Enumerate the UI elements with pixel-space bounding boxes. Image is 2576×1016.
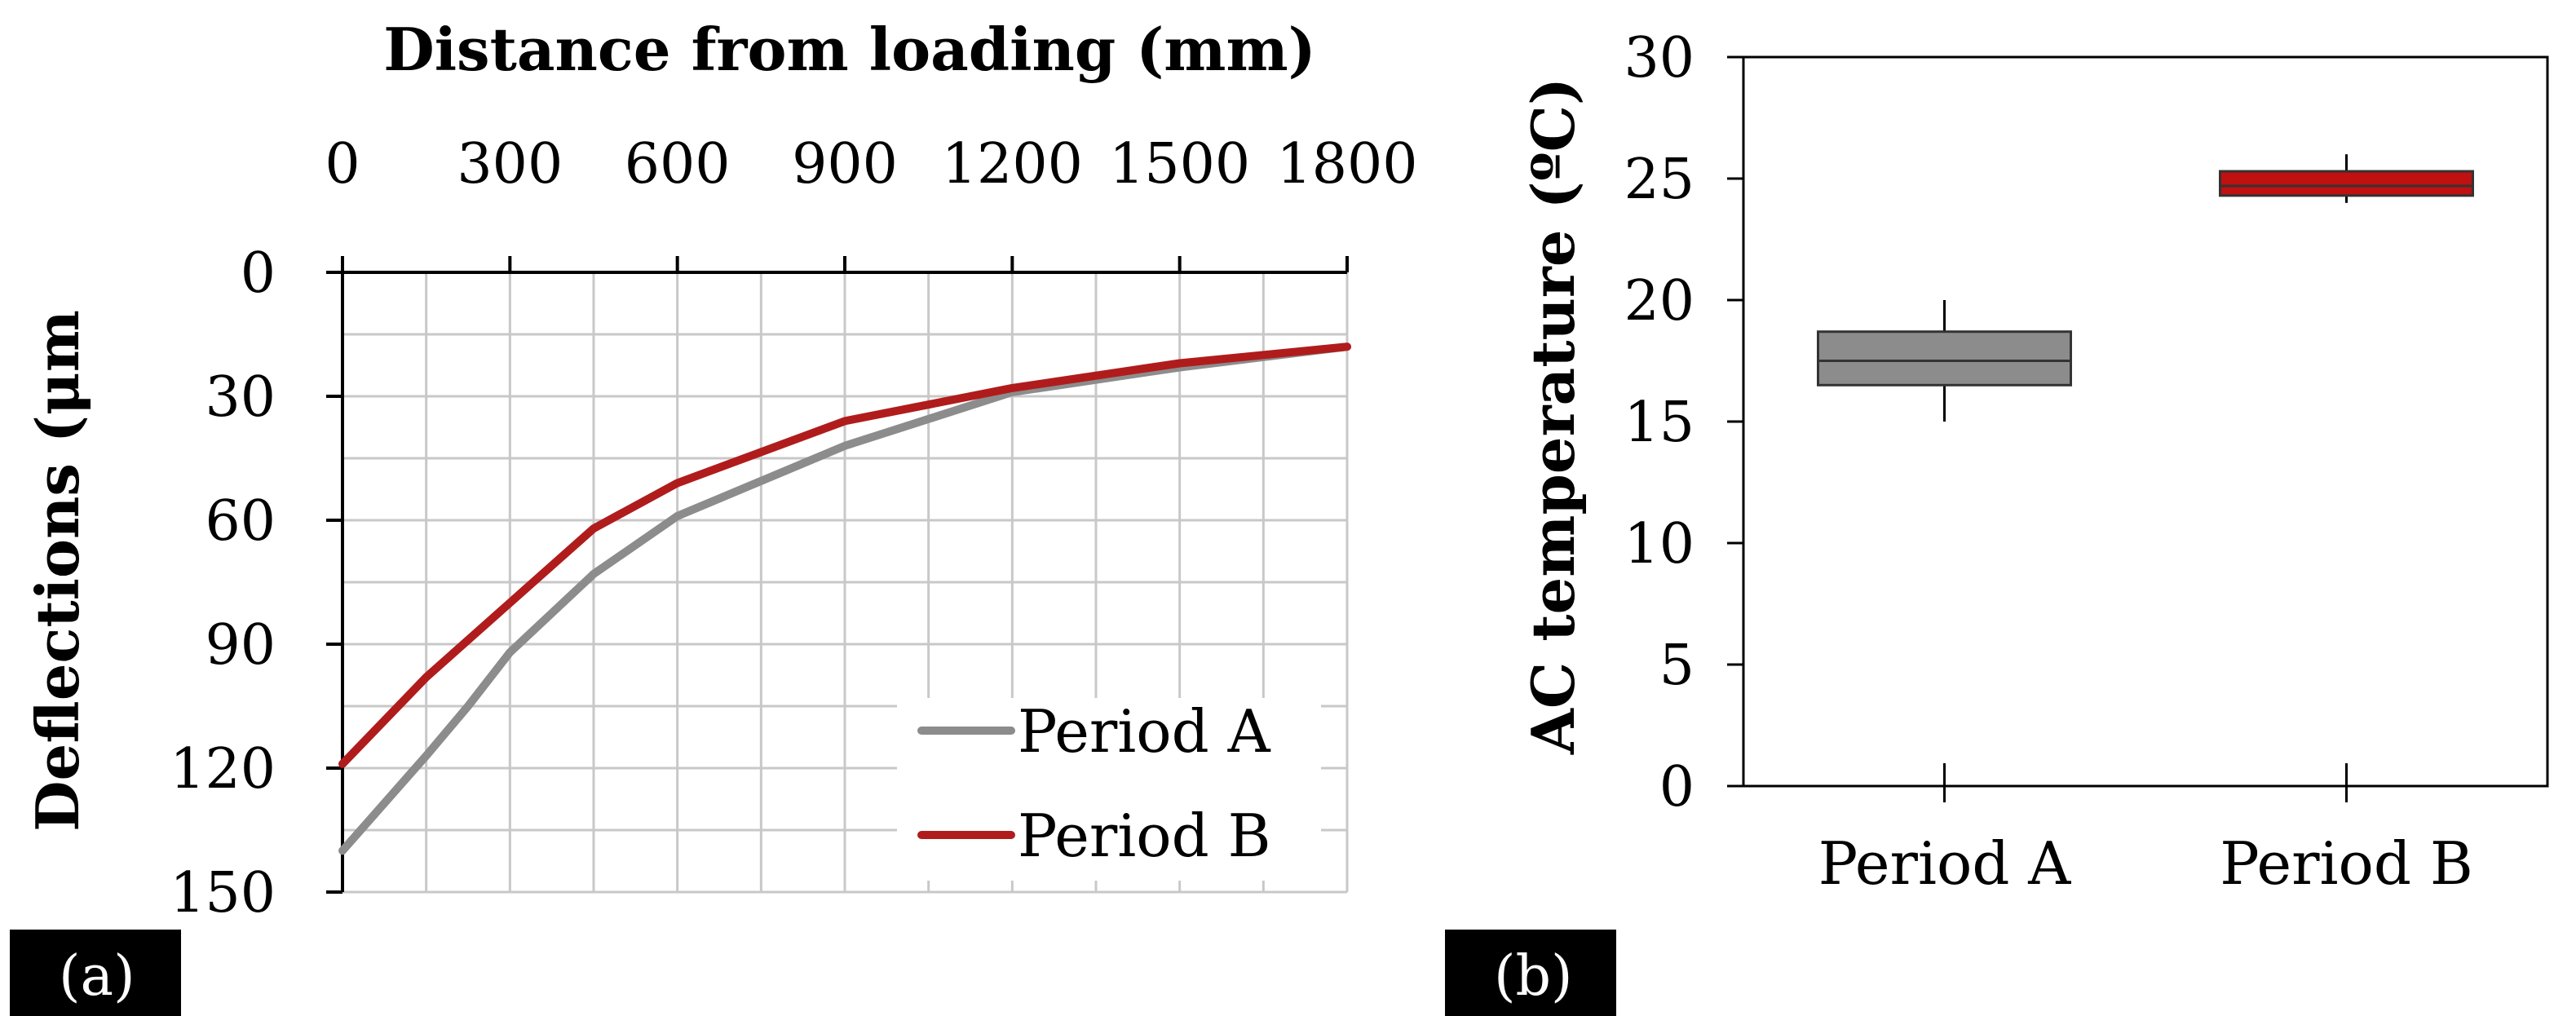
box-period-a — [1817, 330, 2072, 387]
panel-b-boxes — [1817, 154, 2474, 422]
y-tick-label: 5 — [1659, 634, 1695, 698]
plot-frame — [1742, 55, 2549, 788]
y-tick-label: 20 — [1624, 269, 1695, 334]
panel-b-label: (b) — [1494, 944, 1573, 1009]
panel-b-box-chart: 0 5 10 15 20 25 30 Period A Period B AC tempera… — [1445, 26, 2549, 1016]
panel-a-axes — [326, 256, 1349, 894]
panel-b-label-box — [1445, 930, 1616, 1016]
panel-a-x-axis-title: Distance from loading (mm) — [383, 15, 1315, 84]
panel-a-label: (a) — [59, 944, 135, 1009]
legend-label-period-a: Period A — [1018, 697, 1271, 766]
y-tick-label: 0 — [1659, 755, 1695, 819]
y-tick-label: 30 — [1624, 26, 1695, 91]
y-tick-label: 25 — [1624, 148, 1695, 212]
category-label: Period B — [2220, 829, 2473, 898]
panel-b-axes — [1727, 55, 2549, 802]
panel-a-y-tick-labels: 0 30 60 90 120 150 — [170, 241, 276, 925]
legend-label-period-b: Period B — [1018, 802, 1271, 870]
panel-b-y-axis-title: AC temperature (ºC) — [1518, 77, 1588, 755]
y-tick-label: 30 — [205, 365, 276, 430]
panel-a-legend: Period A Period B — [897, 697, 1321, 881]
panel-b-y-tick-labels: 0 5 10 15 20 25 30 — [1624, 26, 1695, 819]
x-tick-label: 1800 — [1276, 132, 1417, 197]
panel-b-category-labels: Period A Period B — [1818, 829, 2473, 898]
series-line-period-b — [338, 342, 1351, 768]
panel-a-x-tick-labels: 0 300 600 900 1200 1500 1800 — [325, 132, 1417, 197]
y-tick-label: 150 — [170, 861, 276, 925]
y-tick-label: 10 — [1624, 512, 1695, 576]
panel-a-line-chart: 0 300 600 900 1200 1500 1800 0 30 60 90 120 150 Dis… — [10, 15, 1418, 1016]
y-tick-label: 120 — [170, 737, 276, 802]
panel-a-grid — [342, 272, 1349, 894]
y-tick-label: 15 — [1624, 391, 1695, 455]
panel-a-label-box — [10, 930, 181, 1016]
x-tick-label: 300 — [457, 132, 563, 197]
x-tick-label: 1200 — [942, 132, 1083, 197]
panel-a-series — [338, 342, 1351, 855]
box-period-b — [2219, 170, 2474, 197]
panel-a-y-axis-title: Deflections (μm — [23, 310, 92, 832]
x-tick-label: 0 — [325, 132, 360, 197]
category-label: Period A — [1818, 829, 2072, 898]
x-tick-label: 1500 — [1109, 132, 1250, 197]
y-tick-label: 0 — [241, 241, 276, 306]
x-tick-label: 900 — [792, 132, 898, 197]
y-tick-label: 90 — [205, 613, 276, 678]
y-tick-label: 60 — [205, 489, 276, 554]
x-tick-label: 600 — [625, 132, 731, 197]
